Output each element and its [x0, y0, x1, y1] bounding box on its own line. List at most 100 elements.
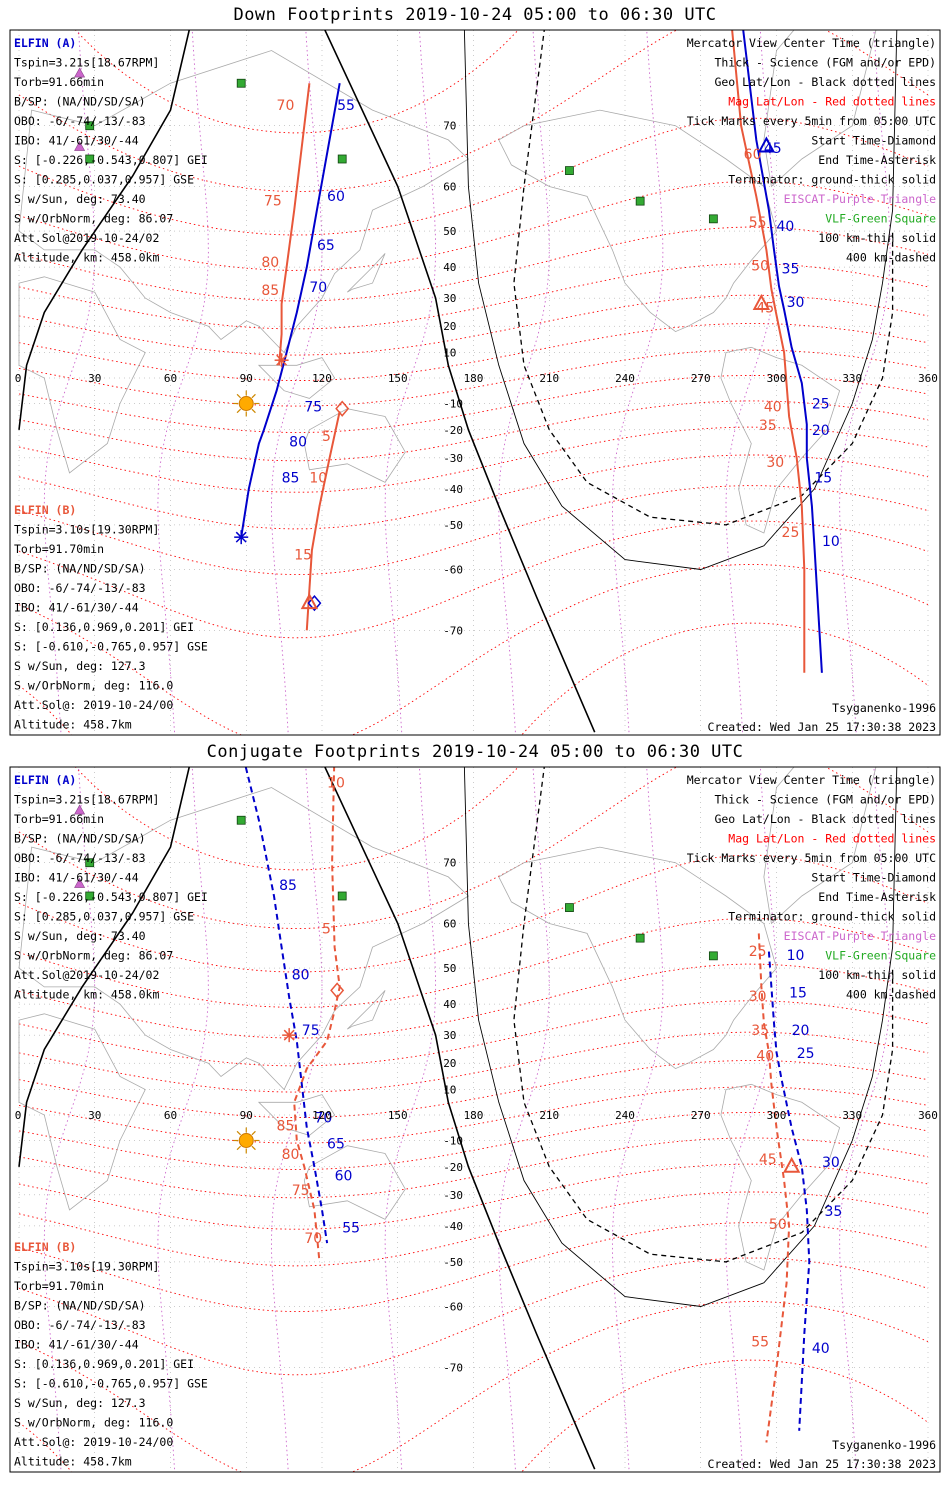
- elfin-a-info-line: S w/Sun, deg: 73.40: [14, 929, 146, 943]
- lat-tick-label: 10: [443, 1083, 456, 1096]
- mag-lon-line: [725, 30, 777, 733]
- elfin-a-info-line: Tspin=3.21s[18.67RPM]: [14, 56, 159, 70]
- model-label: Tsyganenko-1996: [832, 1438, 936, 1452]
- track-tick-label: 25: [749, 944, 767, 960]
- panel-2-title: Conjugate Footprints 2019-10-24 05:00 to…: [206, 742, 744, 762]
- track-b_left: [278, 83, 311, 366]
- elfin-b-info-line: Att.Sol@: 2019-10-24/00: [14, 698, 173, 712]
- mag-lat-line: [18, 564, 929, 735]
- elfin-a-heading: ELFIN (A): [14, 773, 76, 787]
- elfin-b-info-line: OBO: -6/-74/-13/-83: [14, 581, 146, 595]
- lon-tick-label: 270: [691, 1109, 711, 1122]
- track-tick-label: 60: [335, 1169, 353, 1185]
- vlf-square: [565, 903, 574, 912]
- lat-tick-label: -20: [443, 1161, 463, 1174]
- mag-lon-line: [157, 30, 209, 733]
- track-tick-label: 30: [822, 1155, 840, 1171]
- sun-ray: [236, 408, 242, 414]
- continent-outline: [347, 990, 386, 1030]
- elfin-a-info-line: Torb=91.66min: [14, 812, 104, 826]
- mag-lon-line: [498, 30, 550, 733]
- mag-lat-line: [18, 520, 929, 639]
- lon-tick-label: 120: [312, 372, 332, 385]
- track-tick-label: 20: [792, 1023, 810, 1039]
- elfin-a-info-line: IBO: 41/-61/30/-44: [14, 134, 139, 148]
- track-tick-label: 15: [789, 985, 807, 1001]
- track-tick-label: 25: [797, 1046, 815, 1062]
- legend-line: Start Time-Diamond: [811, 134, 936, 148]
- track-a_left: [240, 83, 341, 538]
- track-tick-label: 35: [751, 1023, 769, 1039]
- mag-lon-line: [384, 30, 437, 733]
- lat-tick-label: -10: [443, 1135, 463, 1148]
- track-tick-label: 25: [782, 525, 800, 541]
- start-time-diamond: [335, 400, 350, 417]
- vlf-square: [708, 951, 718, 961]
- continent-outline: [720, 1083, 841, 1271]
- continent-outline: [18, 276, 146, 474]
- center-time-triangle: [757, 136, 776, 153]
- model-label: Tsyganenko-1996: [832, 701, 936, 715]
- legend-line: Mercator View Center Time (triangle): [687, 773, 936, 787]
- mag-lat-line: [18, 1301, 929, 1472]
- elfin-a-info-line: OBO: -6/-74/-13/-83: [14, 851, 146, 865]
- end-time-asterisk: [276, 354, 288, 366]
- track-tick-label: 5: [322, 921, 331, 937]
- vlf-square: [708, 214, 718, 224]
- elfin-b-info-line: IBO: 41/-61/30/-44: [14, 601, 139, 615]
- elfin-b-info-line: IBO: 41/-61/30/-44: [14, 1338, 139, 1352]
- elfin-b-heading: ELFIN (B): [14, 1240, 76, 1254]
- elfin-b-info-line: S: [-0.610,-0.765,0.957] GSE: [14, 640, 208, 654]
- sun-icon: [238, 1133, 254, 1149]
- lon-tick-label: 330: [842, 1109, 862, 1122]
- track-tick-label: 35: [759, 418, 777, 434]
- track-tick-label: 55: [751, 1334, 769, 1350]
- mag-lon-line: [157, 767, 209, 1470]
- elfin-a-heading: ELFIN (A): [14, 36, 76, 50]
- legend-line: Terminator: ground-thick solid: [728, 173, 936, 187]
- lon-tick-label: 270: [691, 372, 711, 385]
- vlf-square: [337, 154, 347, 164]
- mag-lat-line: [18, 349, 929, 407]
- lat-tick-label: 60: [443, 918, 456, 931]
- sun-ray: [251, 1130, 256, 1136]
- lon-tick-label: 330: [842, 372, 862, 385]
- elfin-b-info-line: S: [-0.610,-0.765,0.957] GSE: [14, 1377, 208, 1391]
- track-tick-label: 75: [302, 1023, 320, 1039]
- lon-tick-label: 150: [388, 1109, 408, 1122]
- lon-tick-label: 30: [88, 1109, 101, 1122]
- track-tick-label: 30: [787, 295, 805, 311]
- track-tick-label: 35: [782, 262, 800, 278]
- elfin-a-info-line: B/SP: (NA/ND/SD/SA): [14, 832, 146, 846]
- mag-lat-line: [18, 1191, 929, 1267]
- mag-lat-line: [18, 263, 929, 330]
- continent-outline: [763, 30, 877, 188]
- eiscat-triangle: [74, 67, 86, 78]
- track-tick-label: 65: [317, 238, 335, 254]
- legend-line: Terminator: ground-thick solid: [728, 910, 936, 924]
- track-a_right: [742, 30, 823, 673]
- sun-icon: [238, 396, 254, 412]
- map-area: 5560657075808545403530252015107075808560…: [18, 30, 929, 735]
- lat-tick-label: 50: [443, 962, 456, 975]
- legend-line: Mag Lat/Lon - Red dotted lines: [728, 832, 936, 846]
- panel-1: 5560657075808545403530252015107075808560…: [9, 29, 941, 736]
- lat-tick-label: -20: [443, 424, 463, 437]
- panel-frame: [9, 29, 941, 736]
- elfin-b-info-line: Altitude: 458.7km: [14, 718, 132, 732]
- elfin-a-info-line: B/SP: (NA/ND/SD/SA): [14, 95, 146, 109]
- lat-tick-label: 30: [443, 1029, 456, 1042]
- legend-line: Tick Marks every 5min from 05:00 UTC: [687, 114, 936, 128]
- lat-tick-label: 70: [443, 857, 456, 870]
- track-tick-label: 40: [764, 399, 782, 415]
- elfin-a-info-line: S: [-0.226,-0.543,0.807] GEI: [14, 890, 208, 904]
- vlf-square: [85, 121, 95, 131]
- mag-lat-line: [18, 1163, 929, 1230]
- lon-tick-label: 360: [918, 372, 938, 385]
- track-tick-label: 55: [749, 215, 767, 231]
- legend-line: Start Time-Diamond: [811, 871, 936, 885]
- track-tick-label: 60: [327, 189, 345, 205]
- center-time-triangle: [300, 593, 319, 610]
- boundary-100km: [463, 30, 898, 570]
- mag-lat-line: [18, 226, 929, 302]
